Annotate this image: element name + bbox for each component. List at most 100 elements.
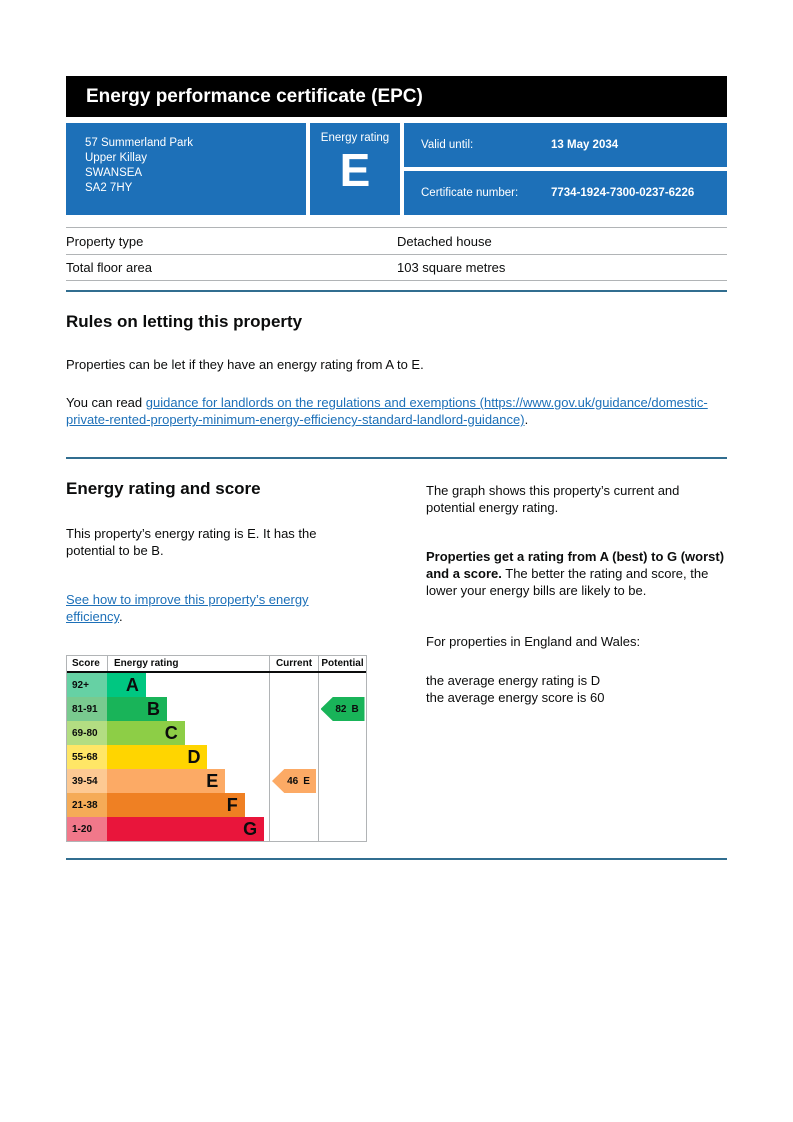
property-details-table: Property type Detached house Total floor… bbox=[66, 227, 727, 281]
rating-bar-cell: C bbox=[107, 721, 269, 745]
score-range-cell: 92+ bbox=[67, 673, 107, 697]
current-arrow: 46 E bbox=[272, 769, 316, 793]
energy-rating-section: Energy rating and score This property’s … bbox=[66, 459, 727, 842]
rating-bar-cell: B bbox=[107, 697, 269, 721]
chart-col-header-score: Score bbox=[72, 658, 100, 669]
rating-bar-cell: G bbox=[107, 817, 269, 841]
rating-bar-cell: A bbox=[107, 673, 269, 697]
potential-letter: B bbox=[351, 703, 359, 715]
chart-col-header-energy-rating: Energy rating bbox=[107, 656, 269, 671]
score-range-cell: 81-91 bbox=[67, 697, 107, 721]
floor-area-label: Total floor area bbox=[66, 260, 152, 275]
address-line-1: 57 Summerland Park bbox=[85, 137, 194, 149]
rating-bar-cell: E bbox=[107, 769, 269, 793]
rating-explanation-bold: Properties get a rating from A (best) to… bbox=[426, 549, 725, 581]
section-divider bbox=[66, 290, 727, 292]
property-type-label: Property type bbox=[66, 233, 144, 249]
rating-bar-f: F bbox=[107, 793, 245, 817]
page-title-bar: Energy performance certificate (EPC) bbox=[66, 76, 727, 117]
certificate-number-value: 7734-1924-7300-0237-6226 bbox=[551, 187, 695, 199]
energy-rating-box: Energy rating E bbox=[310, 123, 400, 215]
potential-column-cell bbox=[318, 721, 366, 745]
epc-band-row-g: 1-20 G bbox=[67, 817, 366, 841]
current-letter: E bbox=[303, 775, 310, 787]
valid-until-box: Valid until: 13 May 2034 bbox=[404, 123, 727, 167]
certificate-info-stack: Valid until: 13 May 2034 Certificate num… bbox=[404, 123, 727, 215]
current-score: 46 bbox=[287, 775, 299, 787]
landlord-guidance-link[interactable]: guidance for landlords on the regulation… bbox=[66, 395, 708, 427]
score-range-cell: 39-54 bbox=[67, 769, 107, 793]
epc-band-row-f: 21-38 F bbox=[67, 793, 366, 817]
rules-link-suffix: . bbox=[524, 412, 529, 427]
epc-page: Energy performance certificate (EPC) 57 … bbox=[66, 0, 727, 860]
rules-paragraph: Properties can be let if they have an en… bbox=[66, 357, 424, 372]
address-line-2: Upper Killay bbox=[85, 152, 147, 164]
current-column-cell bbox=[269, 721, 318, 745]
average-score-line: the average energy score is 60 bbox=[426, 690, 605, 705]
epc-band-row-d: 55-68 D bbox=[67, 745, 366, 769]
section-divider bbox=[66, 457, 727, 459]
score-range-cell: 69-80 bbox=[67, 721, 107, 745]
epc-band-row-b: 81-91 B 82 B bbox=[67, 697, 366, 721]
rating-bar-c: C bbox=[107, 721, 185, 745]
rating-bar-cell: F bbox=[107, 793, 269, 817]
rating-bar-cell: D bbox=[107, 745, 269, 769]
table-row: Total floor area 103 square metres bbox=[66, 254, 727, 281]
rating-right-column: The graph shows this property’s current … bbox=[426, 459, 727, 842]
current-column-cell bbox=[269, 793, 318, 817]
chart-col-header-potential: Potential bbox=[318, 656, 366, 671]
england-wales-intro: For properties in England and Wales: bbox=[426, 634, 641, 649]
summary-row: 57 Summerland Park Upper Killay SWANSEA … bbox=[66, 123, 727, 215]
potential-score: 82 bbox=[335, 703, 347, 715]
floor-area-value: 103 square metres bbox=[397, 260, 506, 275]
potential-column-cell: 82 B bbox=[318, 697, 366, 721]
graph-description: The graph shows this property’s current … bbox=[426, 483, 680, 515]
potential-column-cell bbox=[318, 769, 366, 793]
rating-bar-a: A bbox=[107, 673, 146, 697]
rating-left-column: Energy rating and score This property’s … bbox=[66, 459, 367, 842]
epc-band-row-e: 39-54 E 46 E bbox=[67, 769, 366, 793]
rating-bar-b: B bbox=[107, 697, 167, 721]
epc-band-row-a: 92+ A bbox=[67, 673, 366, 697]
energy-rating-value: E bbox=[339, 144, 371, 196]
potential-column-cell bbox=[318, 817, 366, 841]
energy-rating-label: Energy rating bbox=[320, 132, 390, 144]
rating-heading: Energy rating and score bbox=[66, 479, 261, 498]
property-type-value: Detached house bbox=[397, 233, 492, 249]
score-range-cell: 1-20 bbox=[67, 817, 107, 841]
address-line-4: SA2 7HY bbox=[85, 182, 133, 194]
section-divider bbox=[66, 858, 727, 860]
potential-column-cell bbox=[318, 745, 366, 769]
certificate-number-label: Certificate number: bbox=[421, 187, 519, 199]
chart-col-header-current: Current bbox=[269, 656, 318, 671]
improve-efficiency-link[interactable]: See how to improve this property’s energ… bbox=[66, 592, 309, 624]
rules-link-paragraph: You can read guidance for landlords on t… bbox=[66, 394, 727, 428]
address-line-3: SWANSEA bbox=[85, 167, 143, 179]
score-range-cell: 55-68 bbox=[67, 745, 107, 769]
rules-heading: Rules on letting this property bbox=[66, 312, 303, 331]
rules-link-prefix: You can read bbox=[66, 395, 146, 410]
table-row: Property type Detached house bbox=[66, 227, 727, 254]
current-column-cell: 46 E bbox=[269, 769, 318, 793]
score-range-cell: 21-38 bbox=[67, 793, 107, 817]
potential-column-cell bbox=[318, 793, 366, 817]
rating-bar-g: G bbox=[107, 817, 265, 841]
potential-arrow: 82 B bbox=[320, 697, 365, 721]
epc-chart-header: Score Energy rating Current Potential bbox=[67, 656, 366, 673]
rating-explanation-rest: The better the rating and score, the low… bbox=[426, 566, 709, 598]
rating-explanation: Properties get a rating from A (best) to… bbox=[426, 548, 727, 599]
rating-bar-d: D bbox=[107, 745, 208, 769]
current-column-cell bbox=[269, 817, 318, 841]
valid-until-value: 13 May 2034 bbox=[551, 139, 619, 151]
rating-bar-e: E bbox=[107, 769, 226, 793]
average-rating-lines: the average energy rating is D the avera… bbox=[426, 672, 727, 706]
improve-link-suffix: . bbox=[119, 609, 123, 624]
property-address: 57 Summerland Park Upper Killay SWANSEA … bbox=[66, 123, 306, 215]
current-column-cell bbox=[269, 673, 318, 697]
page-title: Energy performance certificate (EPC) bbox=[86, 85, 423, 107]
rating-intro: This property’s energy rating is E. It h… bbox=[66, 526, 317, 558]
epc-band-row-c: 69-80 C bbox=[67, 721, 366, 745]
average-rating-line: the average energy rating is D bbox=[426, 673, 601, 688]
current-column-cell bbox=[269, 697, 318, 721]
improve-link-paragraph: See how to improve this property’s energ… bbox=[66, 591, 367, 625]
